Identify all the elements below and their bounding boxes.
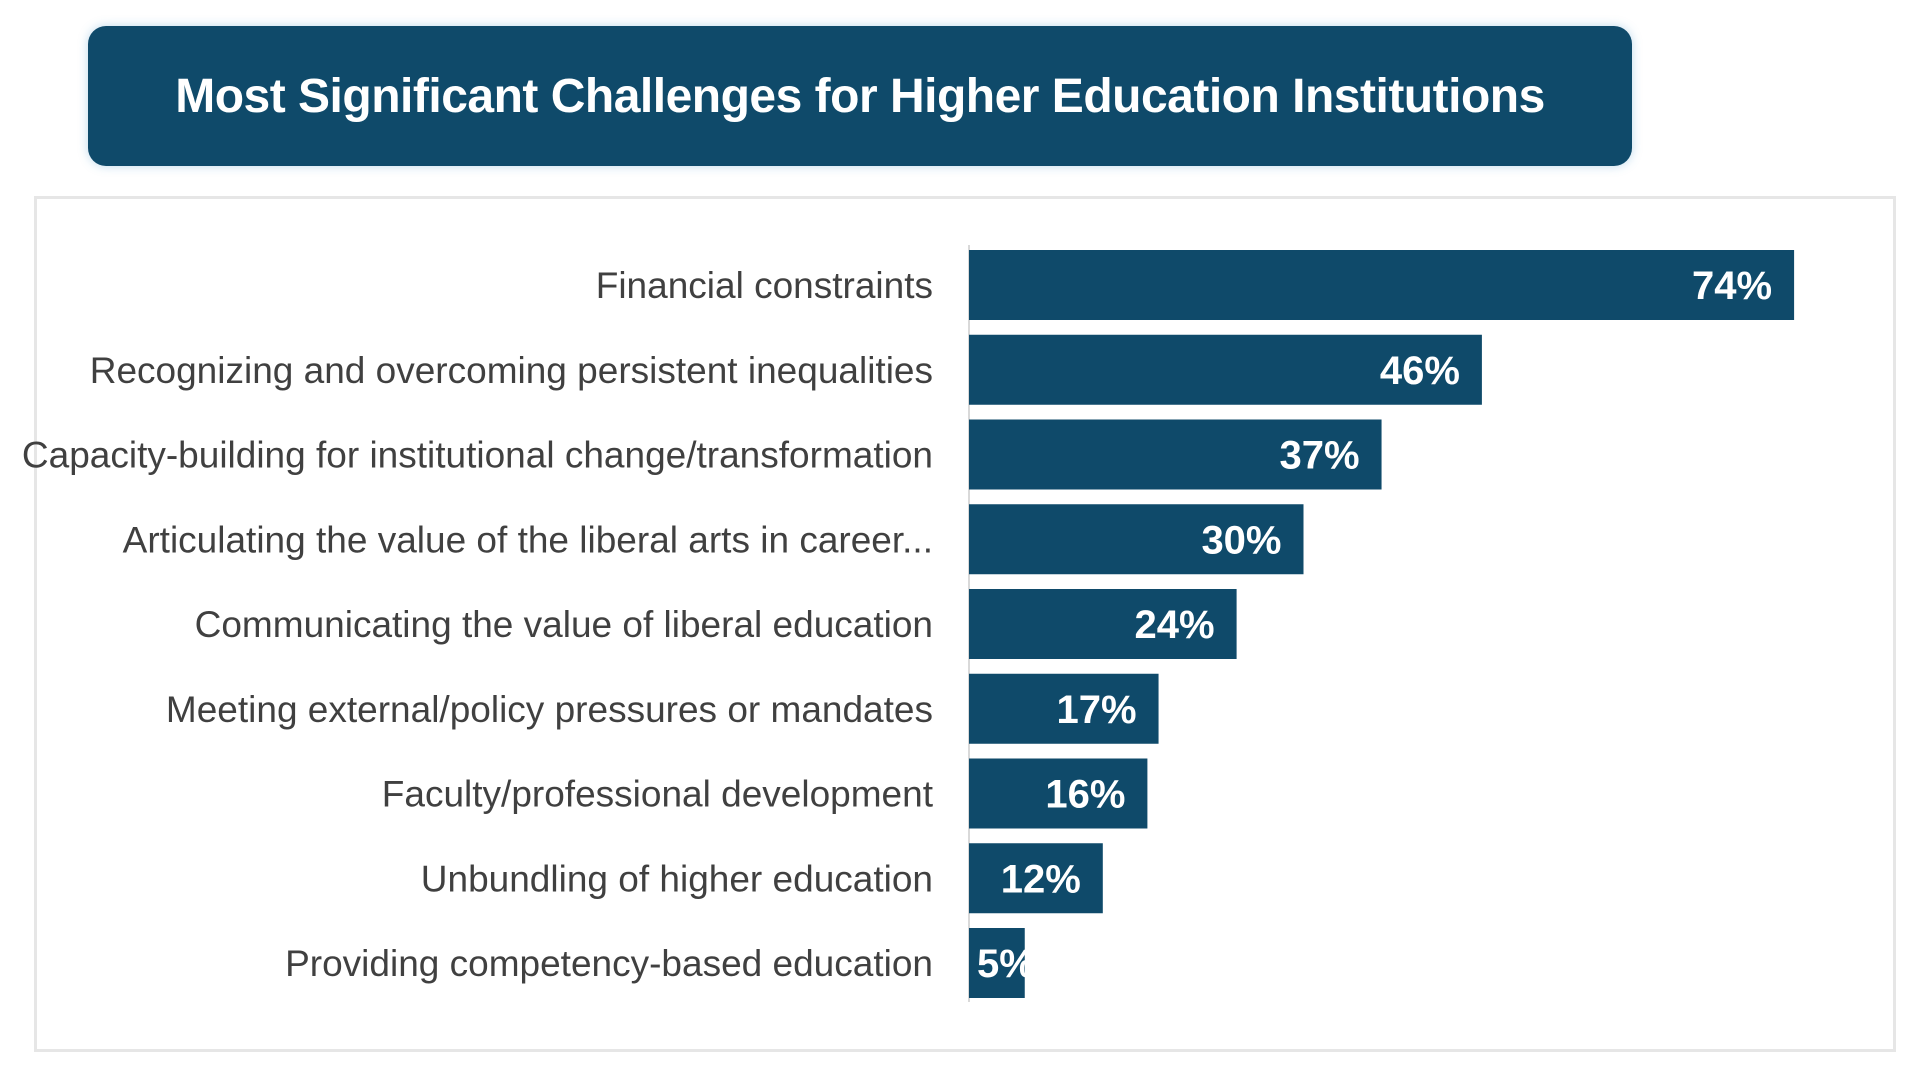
bar-9 [969,928,1025,998]
data-label-9: 5% [977,942,1035,986]
category-label-2: Recognizing and overcoming persistent in… [90,350,933,391]
bar-1 [969,250,1795,320]
category-label-4: Articulating the value of the liberal ar… [123,519,933,560]
category-label-1: Financial constraints [596,265,933,306]
category-label-3: Capacity-building for institutional chan… [22,435,933,476]
bar-5 [969,589,1237,659]
data-label-2: 46% [1380,349,1460,393]
category-label-8: Unbundling of higher education [421,858,933,899]
data-label-5: 24% [1135,603,1215,647]
category-label-5: Communicating the value of liberal educa… [195,604,933,645]
data-label-4: 30% [1201,518,1281,562]
bar-3 [969,419,1382,490]
bars-layer: Financial constraints 74% Recognizing and … [22,245,1795,1002]
category-label-7: Faculty/professional development [382,774,934,815]
title-banner: Most Significant Challenges for Higher E… [88,26,1632,166]
chart-frame [34,196,1896,1052]
bar-2 [969,334,1482,405]
bar-7 [969,758,1148,829]
category-label-6: Meeting external/policy pressures or man… [166,689,933,730]
bar-4 [969,504,1304,575]
data-label-3: 37% [1279,434,1359,478]
data-label-6: 17% [1056,688,1136,732]
data-label-1: 74% [1692,264,1772,308]
category-label-9: Providing competency-based education [285,943,933,984]
data-label-8: 12% [1001,857,1081,901]
data-label-7: 16% [1045,773,1125,817]
chart-title: Most Significant Challenges for Higher E… [175,69,1545,123]
bar-6 [969,673,1159,744]
bar-8 [969,843,1103,914]
